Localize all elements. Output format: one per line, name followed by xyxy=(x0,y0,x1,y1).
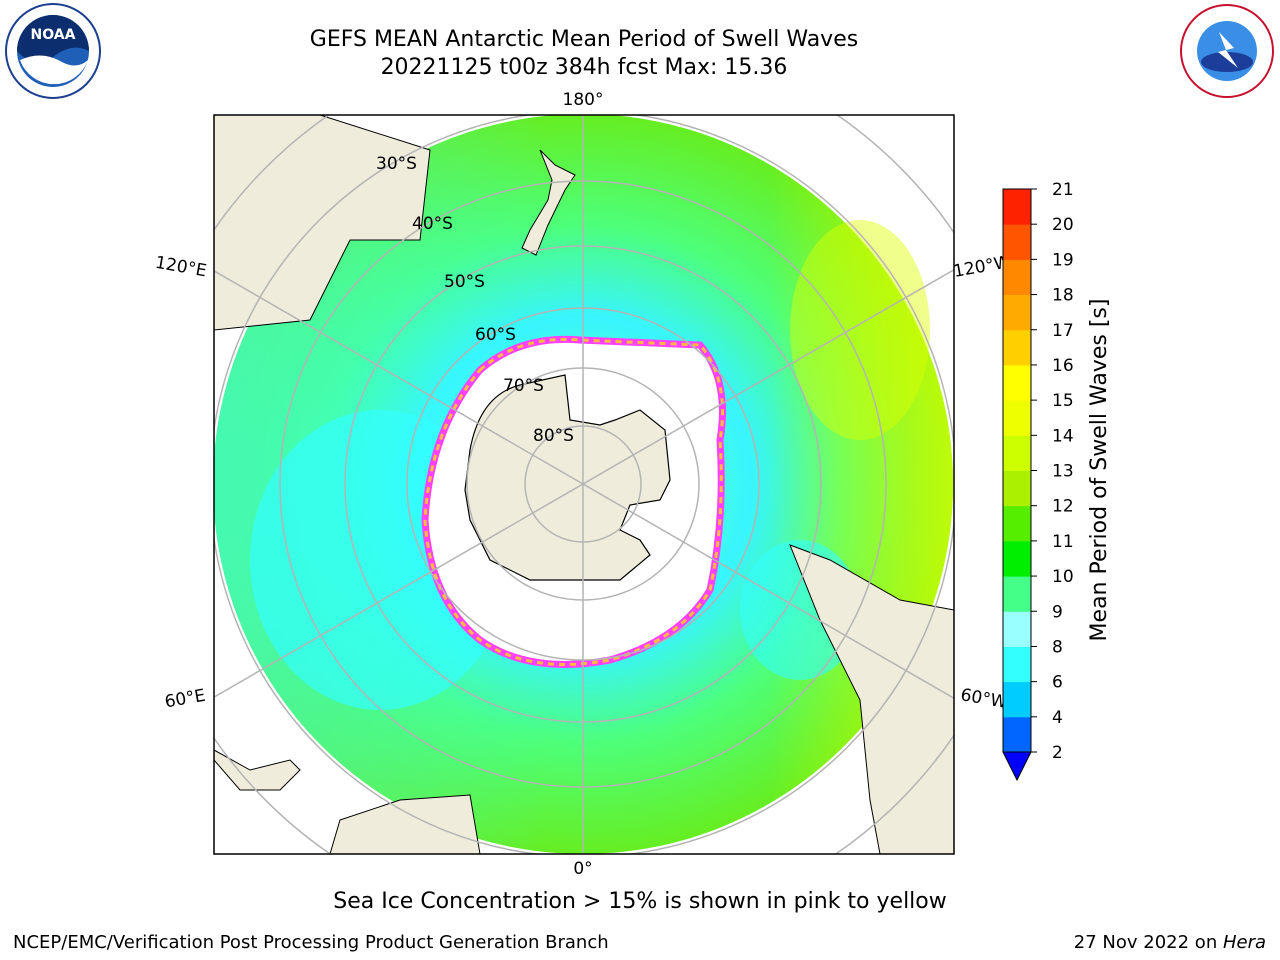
colorbar-swatch xyxy=(1003,400,1031,436)
land-antarctica xyxy=(464,374,671,581)
colorbar-swatch xyxy=(1003,435,1031,471)
colorbar-tick-label: 16 xyxy=(1052,356,1074,376)
lat-label-70s: 70°S xyxy=(503,376,544,396)
colorbar-tick-label: 12 xyxy=(1052,497,1074,517)
colorbar-swatch xyxy=(1003,224,1031,260)
map-area: 30°S 40°S 50°S 60°S 70°S 80°S xyxy=(214,115,954,854)
land-africa xyxy=(329,794,481,854)
map-title: GEFS MEAN Antarctic Mean Period of Swell… xyxy=(309,27,859,52)
sea-ice-caption: Sea Ice Concentration > 15% is shown in … xyxy=(333,889,947,914)
colorbar-swatch xyxy=(1003,681,1031,718)
colorbar-under-arrow xyxy=(1002,751,1032,782)
colorbar-tick-label: 20 xyxy=(1052,215,1074,235)
colorbar-tick-label: 17 xyxy=(1052,321,1074,341)
colorbar-tick-label: 19 xyxy=(1052,250,1074,270)
colorbar-swatch xyxy=(1003,611,1031,647)
lon-label-0: 0° xyxy=(573,859,592,879)
colorbar-label: Mean Period of Swell Waves [s] xyxy=(1087,299,1112,642)
land-madagascar xyxy=(214,749,301,791)
sea-ice-edge-yellow xyxy=(423,337,724,666)
graticule xyxy=(214,115,954,854)
colorbar: 2 4 6 8 9 10 11 12 13 14 15 16 17 18 19 20 21 Mean Perio… xyxy=(1002,180,1112,782)
lat-label-60s: 60°S xyxy=(475,325,516,345)
land-new-zealand xyxy=(521,149,576,256)
land-south-america xyxy=(789,544,954,854)
lon-label-60e: 60°E xyxy=(163,686,207,713)
colorbar-tick-label: 15 xyxy=(1052,391,1074,411)
colorbar-tick-label: 14 xyxy=(1052,426,1074,446)
nws-logo-icon xyxy=(1180,4,1274,98)
colorbar-swatch xyxy=(1003,329,1031,366)
lon-label-120e: 120°E xyxy=(154,253,208,282)
lat-label-50s: 50°S xyxy=(444,272,485,292)
colorbar-tick-label: 13 xyxy=(1052,462,1074,482)
map-subtitle: 20221125 t00z 384h fcst Max: 15.36 xyxy=(380,55,788,80)
noaa-logo-text: NOAA xyxy=(31,27,76,43)
footer-credit: NCEP/EMC/Verification Post Processing Pr… xyxy=(13,932,609,953)
ocean-swell-patch xyxy=(790,220,930,440)
colorbar-swatches xyxy=(1003,189,1031,753)
colorbar-swatch xyxy=(1003,259,1031,296)
colorbar-swatch xyxy=(1003,540,1031,577)
colorbar-tick-label: 9 xyxy=(1052,602,1063,622)
colorbar-swatch xyxy=(1003,505,1031,542)
lon-label-60w: 60°W xyxy=(959,685,1009,713)
colorbar-swatch xyxy=(1003,294,1031,331)
colorbar-tick-label: 2 xyxy=(1052,743,1063,763)
colorbar-tick-label: 4 xyxy=(1052,708,1063,728)
colorbar-swatch xyxy=(1003,576,1031,612)
colorbar-swatch xyxy=(1003,470,1031,507)
colorbar-swatch xyxy=(1003,646,1031,683)
lat-label-30s: 30°S xyxy=(376,154,417,174)
colorbar-swatch xyxy=(1003,189,1031,225)
colorbar-tick-label: 6 xyxy=(1052,673,1063,693)
footer-date: 27 Nov 2022 on Hera xyxy=(1074,932,1266,953)
colorbar-tick-label: 21 xyxy=(1052,180,1074,200)
colorbar-tick-label: 10 xyxy=(1052,567,1074,587)
colorbar-tick-label: 8 xyxy=(1052,637,1063,657)
colorbar-swatch xyxy=(1003,716,1031,753)
footer-host: Hera xyxy=(1222,932,1266,953)
land-australia xyxy=(214,115,431,331)
noaa-logo-icon: NOAA xyxy=(5,3,101,99)
colorbar-tick-label: 11 xyxy=(1052,532,1074,552)
colorbar-tick-label: 18 xyxy=(1052,286,1074,306)
footer-date-text: 27 Nov 2022 on xyxy=(1073,932,1223,953)
lon-label-180: 180° xyxy=(563,90,604,110)
colorbar-ticks: 2 4 6 8 9 10 11 12 13 14 15 16 17 18 19 20 21 xyxy=(1031,180,1074,763)
lat-label-80s: 80°S xyxy=(533,426,574,446)
colorbar-swatch xyxy=(1003,364,1031,401)
lat-label-40s: 40°S xyxy=(412,214,453,234)
map-frame xyxy=(213,114,955,855)
